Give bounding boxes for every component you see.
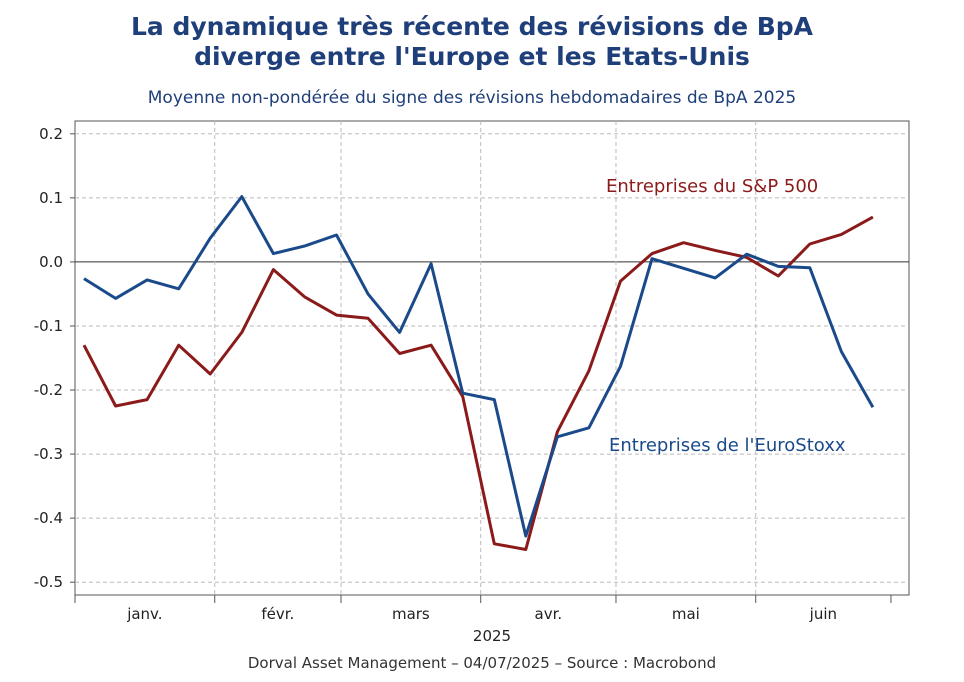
- x-year-label: 2025: [473, 627, 511, 645]
- series-line-eurostoxx: [83, 195, 875, 538]
- x-tick-label: mai: [672, 605, 700, 623]
- y-tick-label: -0.1: [34, 317, 63, 335]
- x-tick-label: juin: [809, 605, 837, 623]
- y-tick-label: -0.2: [34, 381, 63, 399]
- x-tick-label: avr.: [535, 605, 563, 623]
- chart-subtitle: Moyenne non-pondérée du signe des révisi…: [147, 88, 797, 108]
- y-tick-label: 0.1: [39, 189, 63, 207]
- series-line-sp500: [82, 215, 874, 551]
- y-tick-label: -0.4: [34, 509, 63, 527]
- chart-footer: Dorval Asset Management – 04/07/2025 – S…: [247, 654, 717, 672]
- y-tick-label: 0.2: [39, 125, 63, 143]
- chart-title-line2: diverge entre l'Europe et les Etats-Unis: [194, 42, 750, 71]
- chart-title-line1: La dynamique très récente des révisions …: [130, 12, 814, 41]
- y-tick-label: -0.3: [34, 445, 63, 463]
- y-tick-label: -0.5: [34, 573, 63, 591]
- chart-title: La dynamique très récente des révisions …: [0, 12, 944, 72]
- x-tick-label: janv.: [126, 605, 162, 623]
- series-label-eurostoxx: Entreprises de l'EuroStoxx: [609, 435, 846, 456]
- series-label-sp500: Entreprises du S&P 500: [606, 176, 818, 197]
- y-tick-label: 0.0: [39, 253, 63, 271]
- x-tick-label: mars: [392, 605, 430, 623]
- x-tick-label: févr.: [261, 605, 294, 623]
- plot-frame: [74, 120, 910, 596]
